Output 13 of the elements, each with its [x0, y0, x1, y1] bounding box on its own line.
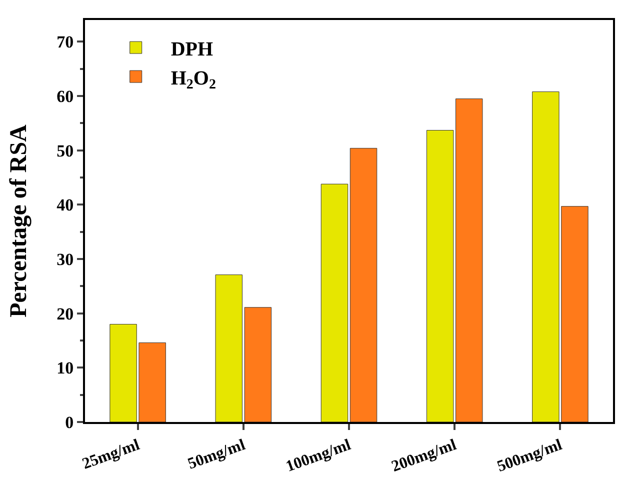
y-tick-label: 50 — [56, 141, 74, 160]
y-tick-label: 40 — [56, 196, 74, 215]
y-tick-label: 20 — [56, 304, 74, 324]
legend-label: H$_{2}$O$_{2}$ — [170, 67, 216, 93]
y-tick-label: 60 — [56, 87, 74, 106]
bar — [350, 148, 378, 422]
bar — [320, 184, 348, 422]
y-tick-label: 10 — [56, 358, 74, 378]
y-tick-label: 70 — [56, 32, 74, 52]
legend-label: DPH — [170, 38, 214, 60]
y-axis-title: Percentage of RSA — [6, 124, 32, 318]
y-tick-label: 30 — [56, 250, 74, 269]
y-tick-label: 0 — [65, 412, 74, 432]
